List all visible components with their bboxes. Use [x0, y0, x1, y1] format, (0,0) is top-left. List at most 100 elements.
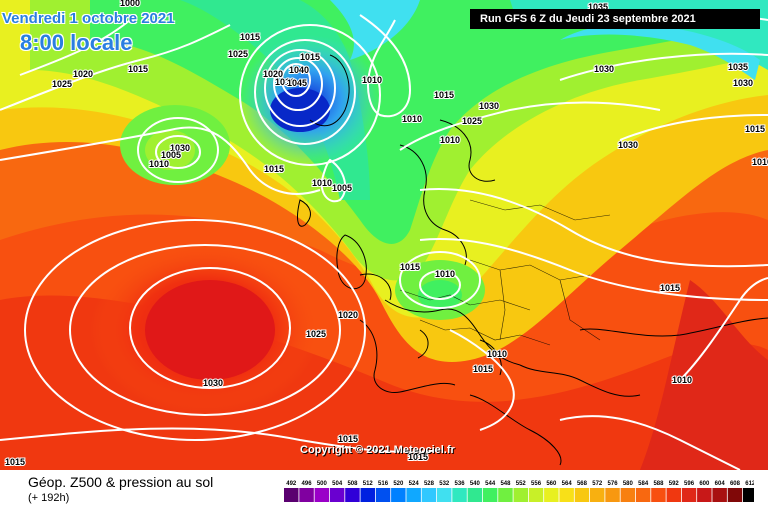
legend-swatch	[544, 488, 559, 502]
forecast-date: Vendredi 1 octobre 2021	[2, 10, 175, 27]
legend-swatch	[345, 488, 360, 502]
isobar-label: 1030	[733, 78, 753, 88]
legend-swatch	[666, 488, 681, 502]
legend-tick-label: 508	[347, 481, 358, 487]
legend-tick-label: 584	[638, 481, 649, 487]
legend-tick-label: 596	[684, 481, 695, 487]
legend-tick-label: 580	[623, 481, 634, 487]
isobar-label: 1030	[618, 140, 638, 150]
isobar-label: 1030	[479, 101, 499, 111]
isobar-labels: 1015 1020 1025 1000 1015 1015 1010 1030 …	[4, 0, 768, 468]
legend-tick-label: 492	[286, 481, 297, 487]
legend-tick-label: 592	[669, 481, 680, 487]
legend-swatch	[329, 488, 345, 502]
legend-tick-label: 532	[439, 481, 450, 487]
isobar-label: 1025	[228, 49, 248, 59]
legend-tick-label: 516	[378, 481, 389, 487]
isobar-label: 1000	[120, 0, 140, 8]
isobar-label: 1010	[440, 135, 460, 145]
isobar-label: 1010	[672, 375, 692, 385]
legend-swatch	[467, 488, 483, 502]
isobar-label: 1010	[312, 178, 332, 188]
isobar-label: 1015	[338, 434, 358, 444]
legend-tick-label: 604	[715, 481, 726, 487]
legend-swatch	[743, 488, 754, 502]
isobar-label: 1020	[338, 310, 358, 320]
legend-swatch	[437, 488, 452, 502]
isobar-label: 1015	[745, 124, 765, 134]
isobar-label: 1040	[289, 65, 309, 75]
legend-tick-label: 524	[409, 481, 420, 487]
legend-swatch	[712, 488, 727, 502]
isobar-label: 1010	[752, 157, 768, 167]
legend-tick-label: 588	[653, 481, 664, 487]
legend-swatch	[697, 488, 712, 502]
isobar-label: 1010	[435, 269, 455, 279]
legend-swatch	[635, 488, 651, 502]
legend-tick-label: 544	[485, 481, 496, 487]
isobar-label: 1015	[5, 457, 25, 467]
run-info: Run GFS 6 Z du Jeudi 23 septembre 2021	[470, 9, 760, 29]
legend-tick-label: 512	[363, 481, 374, 487]
legend-tick-label: 612	[745, 481, 754, 487]
legend-swatch	[651, 488, 666, 502]
footer: Géop. Z500 & pression au sol (+ 192h) 49…	[0, 470, 768, 512]
isobar-label: 1045	[287, 78, 307, 88]
isobar-label: 1010	[402, 114, 422, 124]
isobar-label: 1025	[462, 116, 482, 126]
legend-tick-label: 540	[470, 481, 481, 487]
legend-tick-label: 496	[302, 481, 313, 487]
isobar-label: 1015	[264, 164, 284, 174]
legend-bar: 492 496 500 504 508 512 516 520 524 528 532 536 540 5…	[284, 481, 754, 502]
isobar-label: 1005	[332, 183, 352, 193]
legend-swatch	[590, 488, 605, 502]
legend-tick-label: 556	[531, 481, 542, 487]
legend-swatch	[314, 488, 330, 502]
legend-swatch	[406, 488, 421, 502]
isobar-label: 1020	[263, 69, 283, 79]
isobar-label: 1015	[434, 90, 454, 100]
legend-tick-label: 528	[424, 481, 435, 487]
color-legend: 492 496 500 504 508 512 516 520 524 528 532 536 540 5…	[284, 478, 754, 508]
isobar-label: 1030	[203, 378, 223, 388]
legend-swatch	[727, 488, 743, 502]
isobar-label: 1030	[594, 64, 614, 74]
isobar-label: 1010	[362, 75, 382, 85]
isobar-label: 1025	[52, 79, 72, 89]
legend-swatch	[452, 488, 467, 502]
legend-swatch	[498, 488, 513, 502]
lead-time: (+ 192h)	[28, 492, 70, 504]
legend-tick-label: 608	[730, 481, 741, 487]
legend-swatch	[299, 488, 314, 502]
legend-tick-label: 568	[577, 481, 588, 487]
legend-tick-label: 564	[562, 481, 573, 487]
legend-swatch	[681, 488, 697, 502]
legend-swatch	[559, 488, 574, 502]
legend-tick-label: 572	[592, 481, 603, 487]
isobar-label: 1010	[149, 159, 169, 169]
forecast-time: 8:00 locale	[20, 30, 133, 55]
legend-swatch	[482, 488, 498, 502]
borders	[399, 199, 611, 346]
isobars	[0, 11, 768, 470]
legend-tick-label: 600	[699, 481, 710, 487]
weather-map: 1015 1020 1025 1000 1015 1015 1010 1030 …	[0, 0, 768, 470]
isobar-label: 1015	[408, 452, 428, 462]
legend-tick-label: 548	[500, 481, 511, 487]
legend-tick-label: 576	[608, 481, 619, 487]
isobar-label: 1035	[728, 62, 748, 72]
map-canvas: 1015 1020 1025 1000 1015 1015 1010 1030 …	[0, 0, 768, 470]
copyright: Copyright © 2021 Meteociel.fr	[300, 444, 455, 456]
legend-tick-label: 536	[455, 481, 466, 487]
legend-swatch	[528, 488, 544, 502]
legend-swatch	[391, 488, 406, 502]
coastlines	[297, 54, 768, 466]
isobar-label: 1030	[170, 143, 190, 153]
isobar-label: 1010	[275, 77, 295, 87]
legend-swatch	[513, 488, 528, 502]
legend-tick-label: 552	[516, 481, 527, 487]
isobar-label: 1015	[128, 64, 148, 74]
legend-swatch	[605, 488, 620, 502]
product-title: Géop. Z500 & pression au sol	[28, 474, 214, 490]
legend-tick-label: 500	[317, 481, 328, 487]
